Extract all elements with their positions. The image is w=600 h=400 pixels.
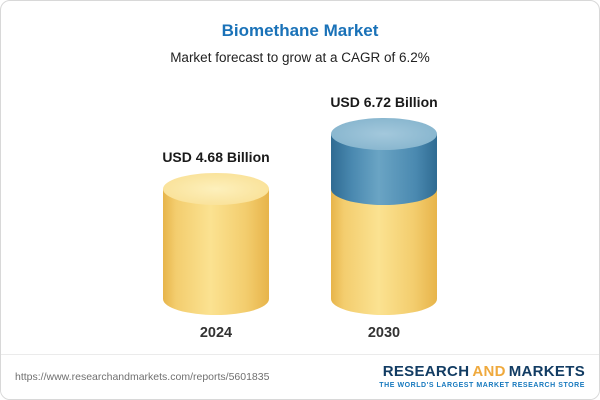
chart-title: Biomethane Market <box>221 21 379 40</box>
cylinder-2030 <box>331 118 437 315</box>
cylinder-2024-body <box>163 189 269 315</box>
logo-word-and: AND <box>472 362 506 380</box>
report-url: https://www.researchandmarkets.com/repor… <box>15 371 270 383</box>
year-label-2030: 2030 <box>367 325 401 341</box>
year-label-2024: 2024 <box>199 325 233 341</box>
bar-group-2024: USD 4.68 Billion 2024 <box>160 149 272 341</box>
bar-group-2030: USD 6.72 Billion 2030 <box>328 94 440 341</box>
cylinder-2030-top-ellipse <box>331 118 437 150</box>
footer: https://www.researchandmarkets.com/repor… <box>1 354 599 399</box>
cylinder-2024 <box>163 173 269 315</box>
logo-word-research: RESEARCH <box>382 362 470 380</box>
value-label-2030: USD 6.72 Billion <box>330 94 438 110</box>
cylinder-2024-top-ellipse <box>163 173 269 205</box>
cylinder-2030-blue-bottom-ellipse <box>331 173 437 205</box>
logo-wordmark: RESEARCH AND MARKETS <box>379 362 585 381</box>
logo-tagline: THE WORLD'S LARGEST MARKET RESEARCH STOR… <box>379 382 585 390</box>
bar-area: USD 4.68 Billion 2024 USD 6.72 Billion 2… <box>1 94 599 341</box>
cylinder-2030-blue-segment <box>331 118 437 205</box>
chart-subtitle: Market forecast to grow at a CAGR of 6.2… <box>170 50 430 65</box>
logo-word-markets: MARKETS <box>508 362 585 380</box>
value-label-2024: USD 4.68 Billion <box>162 149 270 165</box>
research-and-markets-logo: RESEARCH AND MARKETS THE WORLD'S LARGEST M… <box>379 362 585 390</box>
cylinder-2030-yellow-body <box>331 189 437 315</box>
